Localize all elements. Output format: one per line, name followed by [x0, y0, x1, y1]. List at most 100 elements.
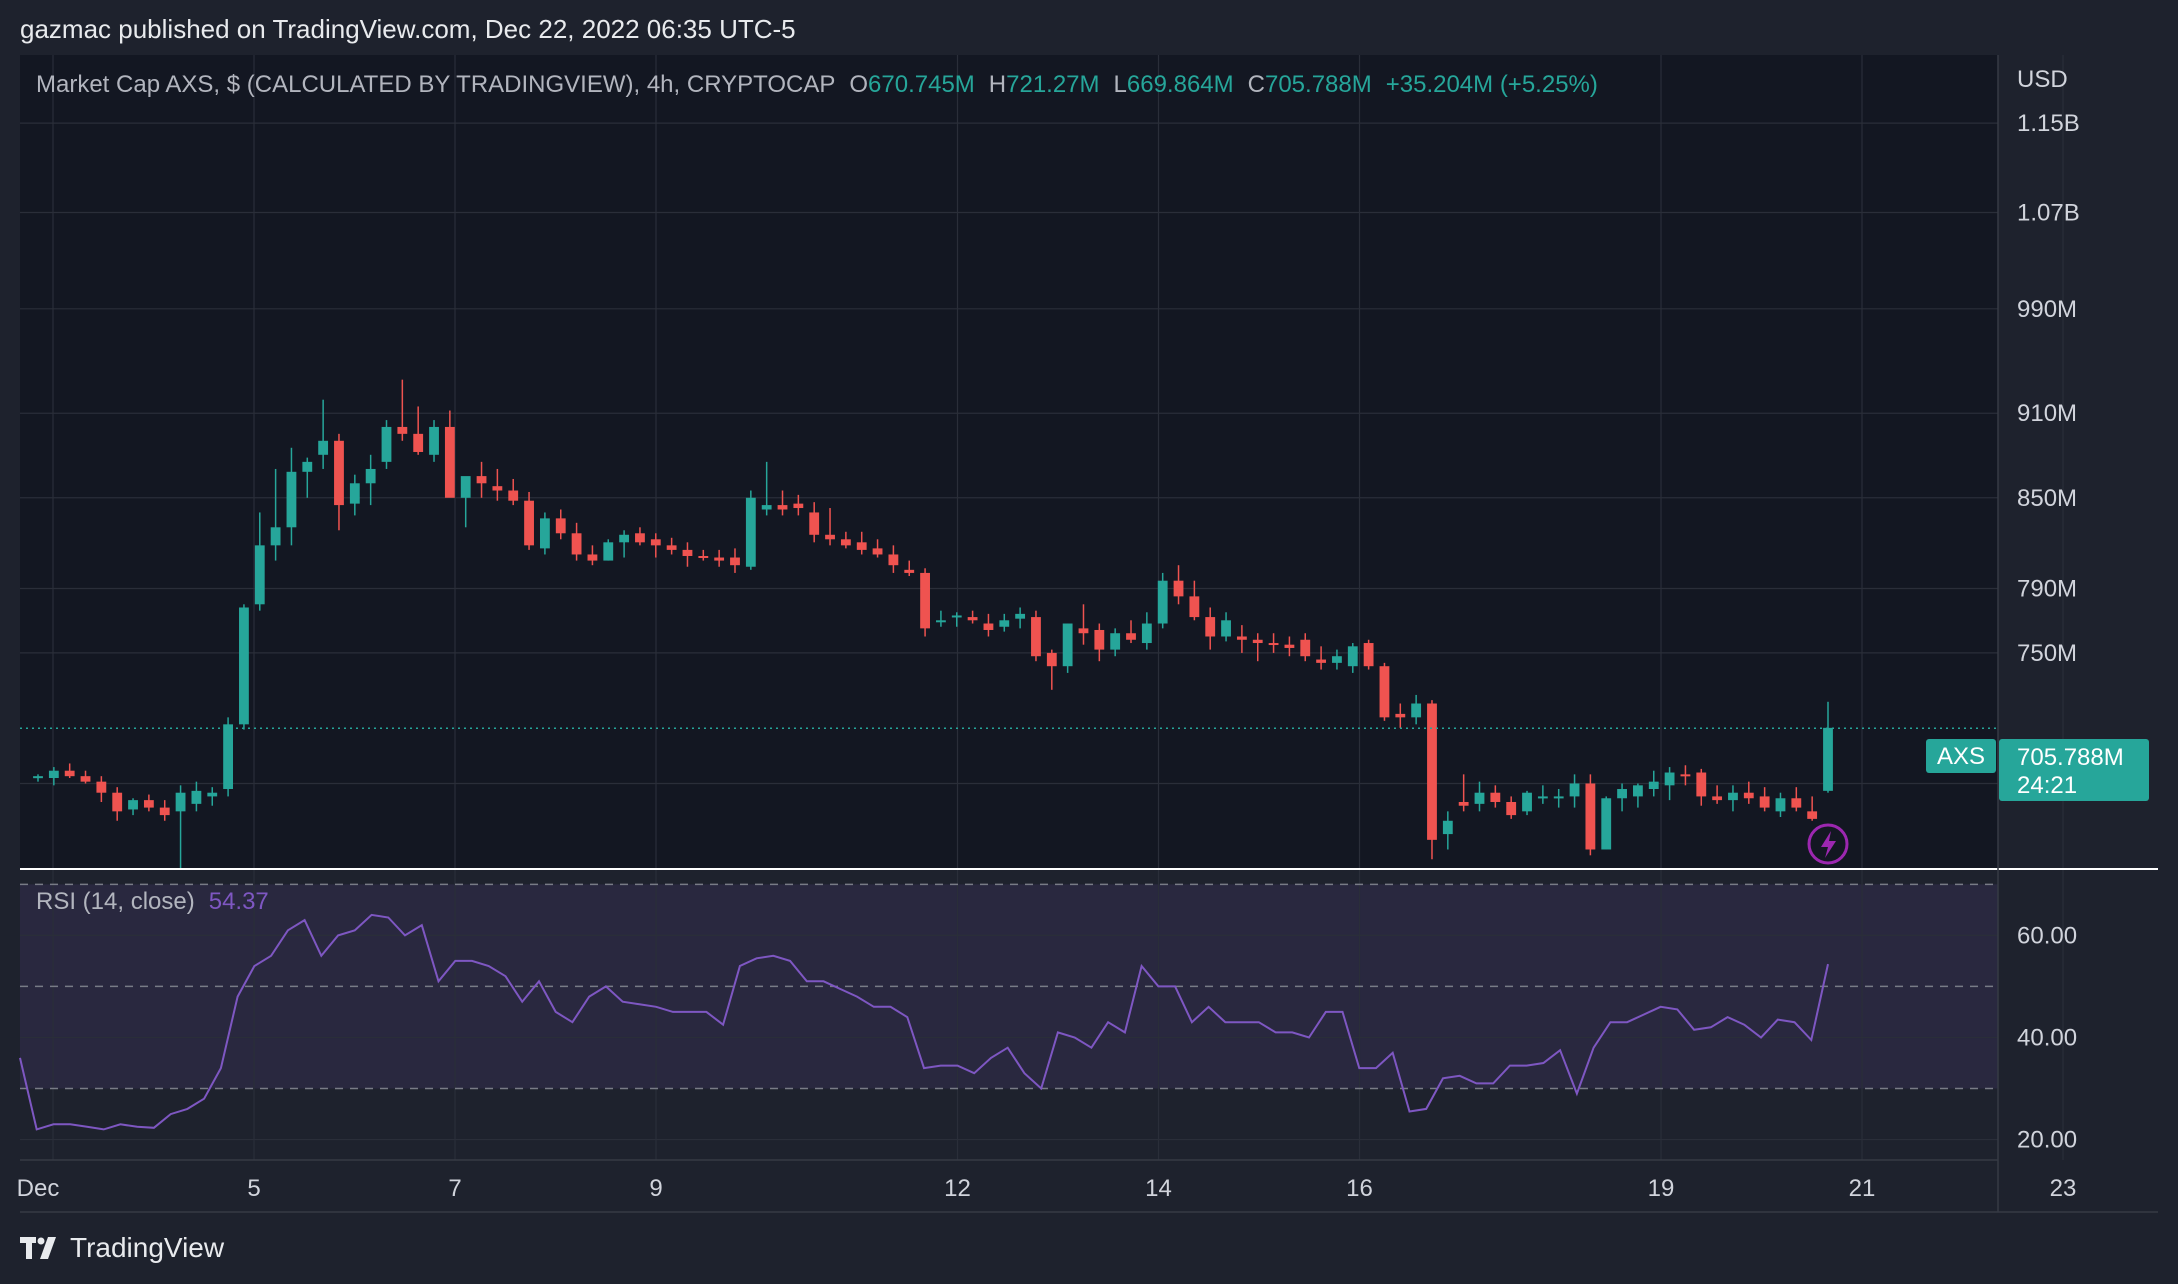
- candle-body: [1696, 772, 1707, 797]
- time-tick-label: 9: [649, 1175, 662, 1202]
- candle-body: [1680, 774, 1691, 777]
- candle-body: [951, 615, 962, 618]
- candle-body: [1728, 792, 1738, 801]
- candle-body: [1442, 820, 1453, 835]
- legend-open-value: 670.745M: [868, 71, 975, 98]
- candle-body: [983, 623, 994, 630]
- time-tick-label: 19: [1648, 1175, 1675, 1202]
- candle-body: [1189, 596, 1200, 618]
- candle-body: [999, 620, 1010, 627]
- candle-body: [840, 539, 851, 546]
- candle-body: [1284, 644, 1295, 648]
- publisher-line: gazmac published on TradingView.com, Dec…: [20, 14, 796, 44]
- candle-body: [650, 539, 661, 546]
- rsi-legend[interactable]: RSI (14, close) 54.37: [36, 888, 269, 916]
- candle-body: [777, 505, 788, 510]
- candle-body: [1743, 792, 1754, 799]
- rsi-axis[interactable]: 60.00 40.00 20.00: [2017, 922, 2077, 1153]
- candle-body: [270, 527, 281, 546]
- candle-body: [128, 800, 138, 810]
- candle-body: [1775, 798, 1786, 812]
- candle-body: [1553, 796, 1564, 799]
- candle-body: [619, 534, 630, 543]
- legend-close-value: 705.788M: [1264, 71, 1372, 98]
- candle-body: [1458, 801, 1469, 806]
- candle-body: [825, 534, 835, 540]
- candle-body: [1363, 643, 1374, 667]
- candle-body: [539, 518, 550, 549]
- tradingview-logo-icon[interactable]: [20, 1235, 60, 1261]
- footer-brand[interactable]: TradingView: [70, 1232, 225, 1263]
- candle-body: [793, 503, 804, 509]
- candle-body: [1015, 613, 1026, 619]
- rsi-tick-label: 40.00: [2017, 1024, 2077, 1051]
- symbol-legend[interactable]: Market Cap AXS, $ (CALCULATED BY TRADING…: [36, 71, 1598, 99]
- candle-body: [1807, 811, 1818, 819]
- price-tick-label: 990M: [2017, 296, 2077, 323]
- candle-body: [571, 533, 582, 555]
- candle-body: [587, 554, 598, 561]
- price-tag: [1999, 739, 2149, 801]
- time-axis[interactable]: Dec 5 7 9 12 14 16 19 21 23: [17, 1175, 2077, 1202]
- footer: TradingView: [20, 1232, 224, 1264]
- price-tag-countdown: 24:21: [2017, 772, 2077, 799]
- candle-body: [492, 486, 503, 491]
- symbol-tag: [1926, 739, 1996, 773]
- grid: [20, 55, 2064, 1160]
- candle-body: [920, 572, 930, 629]
- price-tick-label: 850M: [2017, 485, 2077, 512]
- candle-body: [1268, 643, 1279, 646]
- candle-body: [413, 433, 424, 452]
- candle-body: [64, 770, 75, 777]
- candle-body: [666, 545, 677, 550]
- time-tick-label: 16: [1346, 1175, 1373, 1202]
- price-tick-label: 1.07B: [2017, 200, 2080, 227]
- candle-body: [1126, 633, 1136, 640]
- legend-symbol[interactable]: Market Cap AXS, $ (CALCULATED BY TRADING…: [36, 71, 836, 98]
- candle-body: [761, 505, 772, 510]
- candle-body: [745, 497, 756, 567]
- time-tick-label: Dec: [17, 1175, 60, 1202]
- candle-body: [1648, 781, 1659, 790]
- candle-body: [476, 476, 487, 484]
- time-tick-label: 5: [247, 1175, 260, 1202]
- candle-body: [730, 557, 740, 566]
- candle-body: [1490, 792, 1501, 802]
- candle-body: [888, 554, 899, 566]
- candle-body: [254, 545, 265, 605]
- candle-body: [1712, 796, 1723, 801]
- candle-body: [1062, 623, 1073, 667]
- currency-label[interactable]: USD: [2017, 66, 2068, 93]
- rsi-band-fill: [20, 884, 1998, 1089]
- candle-body: [1316, 659, 1327, 663]
- candle-body: [904, 569, 915, 573]
- rsi-series: [19, 913, 1829, 1131]
- legend-change: +35.204M (+5.25%): [1385, 71, 1598, 98]
- candle-body: [603, 542, 614, 561]
- candle-body: [1759, 796, 1770, 808]
- candle-body: [1633, 785, 1643, 797]
- candle-body: [1537, 796, 1548, 799]
- candle-body: [175, 792, 186, 812]
- rsi-legend-name[interactable]: RSI (14, close): [36, 888, 195, 915]
- price-tick-label: 910M: [2017, 400, 2077, 427]
- candle-body: [967, 617, 978, 621]
- candle-body: [381, 426, 392, 462]
- lightning-icon[interactable]: [1807, 823, 1849, 865]
- candle-body: [508, 490, 519, 501]
- time-tick-label: 14: [1145, 1175, 1172, 1202]
- price-pane[interactable]: [20, 55, 1998, 869]
- candle-body: [1347, 646, 1358, 667]
- candle-body: [1094, 629, 1105, 650]
- candle-body: [318, 440, 329, 455]
- candle-body: [1791, 798, 1802, 808]
- legend-close-label: C: [1247, 71, 1265, 98]
- legend-open-label: O: [849, 71, 869, 98]
- candle-body: [856, 542, 867, 550]
- candle-body: [1046, 652, 1057, 667]
- rsi-tick-label: 20.00: [2017, 1127, 2077, 1154]
- candle-body: [302, 461, 313, 472]
- candle-body: [698, 555, 709, 558]
